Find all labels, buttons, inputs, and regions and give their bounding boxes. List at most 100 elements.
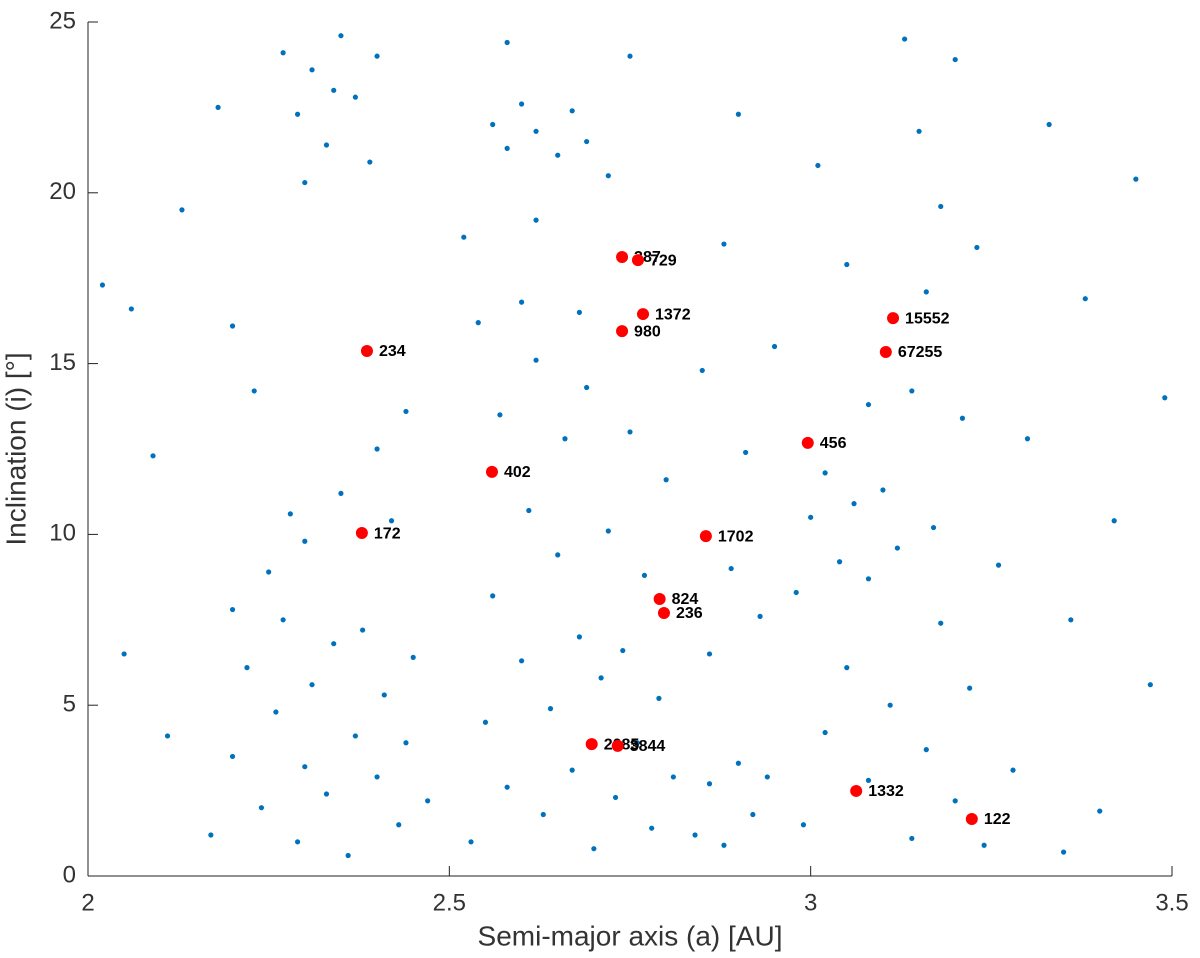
point	[706, 651, 713, 657]
point	[504, 145, 510, 151]
point	[641, 572, 648, 578]
point-label: 456	[820, 435, 847, 452]
point	[938, 620, 944, 626]
point	[880, 487, 886, 493]
y-tick-label: 15	[49, 349, 76, 376]
point	[396, 822, 402, 828]
point	[540, 811, 546, 818]
highlight-point	[879, 345, 892, 358]
point	[735, 760, 742, 766]
point	[229, 323, 236, 329]
x-tick-label: 2	[81, 889, 94, 916]
point	[923, 289, 929, 295]
point	[974, 244, 980, 251]
point	[627, 429, 633, 435]
highlight-point	[355, 527, 368, 540]
point	[164, 733, 171, 739]
point	[490, 593, 496, 599]
point	[909, 388, 915, 394]
point	[1068, 617, 1074, 623]
point	[1024, 436, 1031, 442]
highlight-point	[360, 344, 373, 357]
highlight-point	[653, 592, 666, 605]
highlight-point	[965, 812, 978, 825]
point	[844, 665, 850, 671]
point	[562, 436, 568, 442]
point	[533, 217, 539, 223]
point	[388, 518, 395, 524]
point	[1082, 296, 1088, 302]
point	[800, 822, 807, 828]
point	[605, 528, 611, 534]
point	[735, 111, 742, 117]
point	[425, 798, 431, 804]
x-tick-label: 2.5	[433, 889, 466, 916]
point	[909, 835, 915, 842]
point-label: 980	[634, 323, 661, 340]
point	[1147, 682, 1153, 688]
point	[302, 179, 308, 186]
point	[822, 470, 828, 476]
point	[526, 507, 532, 514]
point	[865, 401, 872, 408]
point	[302, 538, 308, 544]
point-label: 236	[676, 605, 703, 622]
point	[533, 357, 539, 363]
point	[584, 138, 590, 145]
point	[338, 33, 344, 39]
highlight-point	[887, 312, 900, 325]
highlight-point	[585, 738, 598, 751]
point-label: 1702	[718, 528, 754, 545]
point	[410, 654, 416, 660]
point	[475, 320, 481, 326]
point	[482, 719, 489, 725]
point	[1133, 176, 1139, 182]
point	[576, 634, 583, 640]
highlight-point	[485, 465, 498, 478]
point	[634, 740, 640, 746]
highlight-point	[611, 739, 624, 752]
point	[938, 203, 944, 210]
point	[294, 111, 301, 117]
point	[649, 825, 655, 831]
point	[208, 832, 214, 838]
y-tick-label: 25	[49, 7, 76, 34]
point	[121, 651, 127, 657]
highlight-point	[616, 251, 629, 264]
point	[721, 842, 727, 848]
point	[374, 774, 380, 780]
point	[273, 709, 279, 715]
point	[352, 733, 358, 739]
point	[215, 104, 221, 110]
point	[1162, 395, 1168, 401]
highlight-point	[616, 325, 629, 338]
point	[519, 658, 525, 664]
point	[902, 36, 908, 42]
point	[352, 94, 358, 100]
point	[569, 767, 575, 773]
point-label: 67255	[898, 344, 943, 361]
highlight-point	[631, 254, 644, 267]
point	[345, 852, 351, 859]
point	[605, 173, 611, 179]
x-tick-label: 3	[804, 889, 817, 916]
point	[576, 309, 583, 315]
point	[851, 501, 857, 507]
point	[699, 367, 705, 374]
point-label: 729	[650, 252, 677, 269]
point	[367, 159, 373, 165]
point	[555, 152, 561, 158]
point-label: 172	[374, 525, 401, 542]
point	[331, 641, 337, 647]
highlight-point	[801, 436, 814, 449]
point	[1061, 849, 1067, 855]
point	[403, 740, 409, 746]
point	[706, 781, 713, 787]
point	[584, 384, 590, 391]
point	[822, 729, 828, 736]
x-axis-title: Semi-major axis (a) [AU]	[478, 920, 783, 951]
point	[743, 449, 749, 456]
point	[771, 343, 778, 350]
point	[331, 87, 337, 93]
